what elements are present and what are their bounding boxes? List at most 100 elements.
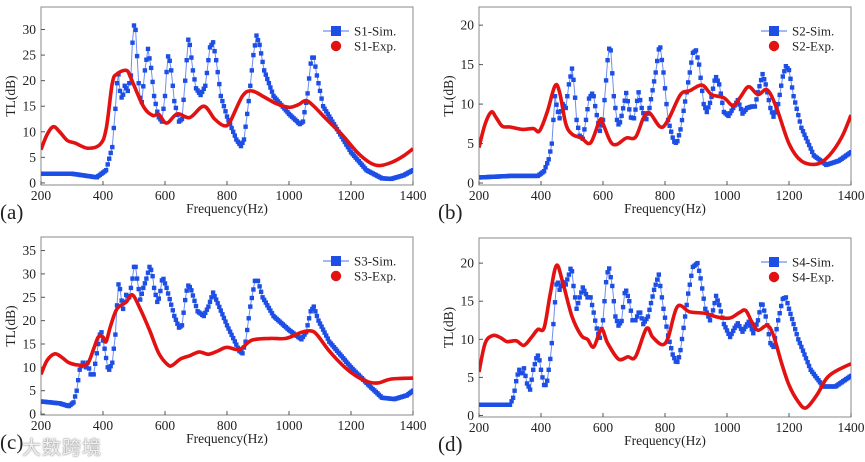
sim-marker	[234, 342, 239, 347]
sim-marker	[546, 367, 551, 372]
sim-marker	[181, 310, 186, 315]
sim-marker	[710, 308, 716, 313]
sim-marker	[155, 109, 160, 114]
sim-marker	[170, 308, 175, 313]
legend-sim-label: S2-Sim.	[792, 24, 834, 39]
y-axis-label: TL(dB)	[441, 307, 456, 348]
sim-marker	[325, 111, 330, 117]
sim-marker	[806, 363, 812, 369]
sim-marker	[675, 359, 680, 365]
sim-marker	[144, 57, 149, 62]
sim-marker	[231, 129, 236, 134]
sim-marker	[209, 295, 214, 300]
sim-marker	[672, 355, 677, 361]
sim-marker	[758, 77, 764, 83]
sim-marker	[748, 323, 753, 328]
sim-marker	[319, 324, 324, 329]
sim-marker	[204, 70, 210, 76]
plot-area	[479, 45, 851, 180]
sim-marker	[148, 267, 154, 272]
sim-marker	[187, 284, 192, 290]
sim-marker	[557, 116, 562, 121]
x-tick-label: 600	[155, 418, 176, 433]
panel-label: (a)	[0, 200, 23, 224]
y-tick-label: 15	[23, 336, 37, 351]
sim-marker	[724, 328, 730, 333]
sim-marker	[800, 129, 806, 134]
sim-marker	[320, 104, 326, 109]
sim-marker	[241, 137, 247, 142]
sim-marker	[206, 304, 211, 309]
sim-marker	[650, 88, 655, 93]
sim-marker	[793, 100, 798, 105]
sim-marker	[737, 102, 742, 107]
x-tick-label: 400	[93, 188, 114, 203]
sim-marker	[538, 367, 544, 372]
sim-marker	[107, 156, 112, 161]
sim-marker	[189, 288, 194, 293]
sim-marker	[226, 326, 231, 331]
sim-marker	[558, 109, 564, 114]
sim-marker	[255, 278, 261, 284]
sim-marker	[218, 308, 223, 313]
sim-marker	[718, 91, 723, 96]
sim-marker	[548, 149, 553, 154]
x-tick-label: 600	[593, 188, 614, 203]
sim-marker	[125, 88, 130, 94]
sim-marker	[94, 351, 99, 356]
sim-marker	[707, 100, 713, 106]
sim-marker	[755, 90, 761, 95]
sim-marker	[619, 318, 624, 324]
sim-marker	[788, 311, 793, 317]
sim-marker	[107, 367, 112, 372]
sim-marker	[576, 125, 581, 130]
sim-marker	[625, 293, 630, 299]
sim-marker	[593, 103, 598, 109]
sim-marker	[549, 340, 554, 346]
y-tick-label: 0	[467, 176, 474, 191]
sim-marker	[664, 101, 669, 107]
sim-marker	[729, 108, 734, 113]
sim-marker	[619, 113, 624, 119]
sim-marker	[638, 310, 643, 315]
sim-marker	[678, 127, 683, 132]
sim-marker	[169, 68, 174, 73]
sim-marker	[698, 75, 703, 80]
sim-marker	[622, 290, 627, 296]
x-tick-label: 1200	[776, 420, 803, 435]
sim-marker	[308, 309, 313, 314]
sim-marker	[738, 326, 744, 332]
sim-marker	[105, 365, 110, 370]
sim-marker	[658, 45, 663, 50]
sim-marker	[565, 277, 570, 282]
sim-marker	[772, 110, 778, 115]
sim-marker	[410, 168, 413, 173]
sim-marker	[576, 300, 581, 306]
sim-marker	[172, 313, 177, 319]
legend-sim-label: S4-Sim.	[792, 255, 834, 270]
sim-marker	[316, 81, 321, 86]
sim-marker	[617, 321, 623, 326]
sim-marker	[633, 107, 638, 112]
sim-marker	[91, 372, 96, 377]
sim-marker	[589, 302, 595, 308]
x-tick-label: 800	[217, 418, 238, 433]
sim-marker	[510, 395, 516, 400]
sim-marker	[302, 332, 307, 337]
sim-marker	[735, 321, 740, 326]
sim-marker	[703, 306, 708, 311]
sim-marker	[751, 331, 756, 336]
sim-marker	[803, 356, 809, 361]
sim-marker	[715, 78, 720, 83]
watermark: 大数跨境	[22, 437, 103, 459]
sim-marker	[650, 294, 655, 299]
sim-marker	[661, 70, 666, 75]
sim-marker	[693, 48, 699, 53]
sim-marker	[571, 77, 576, 82]
sim-marker	[696, 268, 702, 273]
sim-marker	[776, 101, 781, 107]
sim-marker	[586, 96, 592, 101]
sim-marker	[655, 58, 660, 64]
sim-marker	[127, 81, 132, 86]
sim-marker	[266, 81, 272, 86]
